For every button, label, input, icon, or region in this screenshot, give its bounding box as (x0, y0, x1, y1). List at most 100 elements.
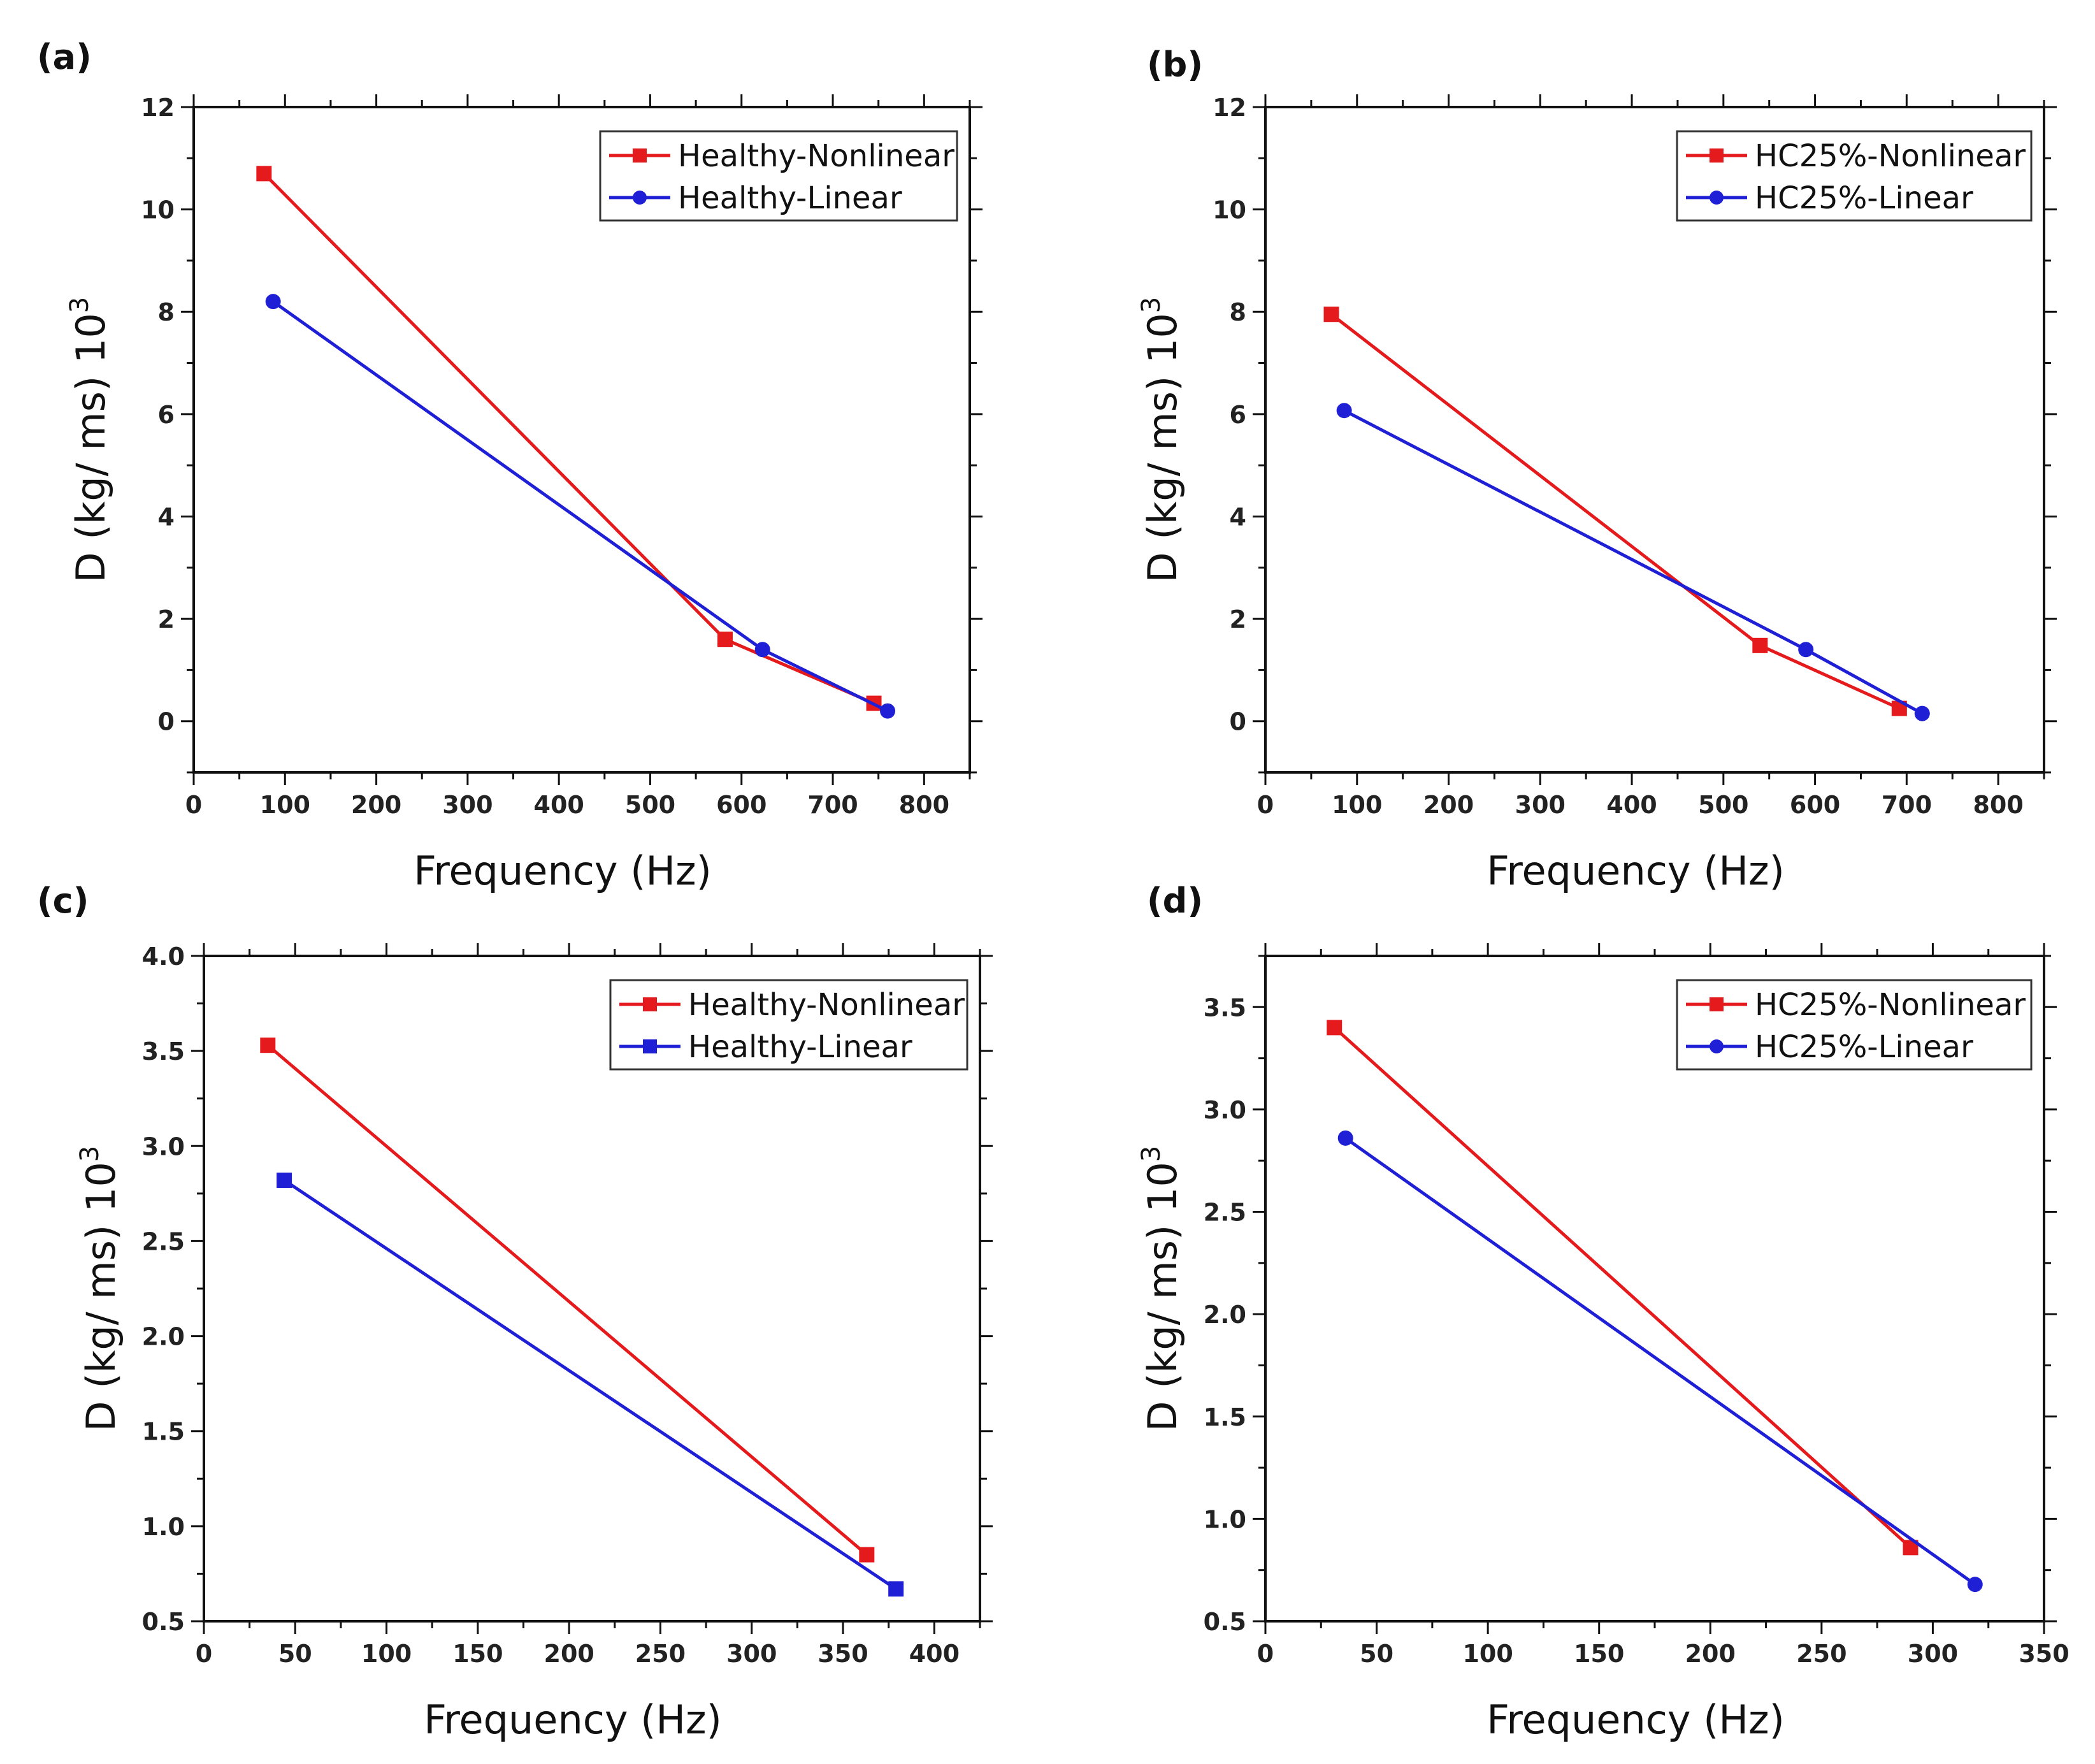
x-tick-label: 400 (1606, 791, 1657, 819)
y-tick-label: 3.5 (1204, 994, 1246, 1022)
legend: Healthy-Nonlinear Healthy-Linear (599, 130, 958, 222)
x-tick-label: 200 (1423, 791, 1474, 819)
x-tick-label: 300 (726, 1640, 777, 1668)
legend-label: Healthy-Nonlinear (688, 987, 965, 1023)
y-axis-title: D (kg/ ms) 103 (1137, 297, 1186, 582)
x-tick-label: 200 (351, 791, 401, 819)
legend-marker (633, 148, 647, 163)
data-point (265, 294, 281, 310)
x-tick-label: 200 (544, 1640, 594, 1668)
plot-frame (192, 106, 971, 774)
x-tick-label: 700 (1882, 791, 1932, 819)
x-tick-label: 100 (1332, 791, 1382, 819)
x-tick-label: 300 (442, 791, 493, 819)
y-axis-title-main: D (kg/ ms) 10 (68, 313, 114, 582)
x-tick-label: 200 (1685, 1640, 1736, 1668)
legend-marker (643, 997, 657, 1011)
x-tick-label: 150 (1574, 1640, 1624, 1668)
y-tick-label: 2 (1230, 605, 1246, 633)
series-line-nonlinear (266, 1044, 868, 1556)
y-tick-label: 1.0 (142, 1513, 185, 1541)
x-tick-label: 500 (625, 791, 675, 819)
y-tick-label: 10 (1213, 196, 1246, 224)
y-tick-label: 2 (158, 605, 175, 633)
series-line-linear (1343, 409, 1923, 715)
data-point (1327, 1020, 1343, 1036)
y-tick-label: 8 (158, 298, 175, 326)
legend-marker (1710, 148, 1724, 163)
y-tick-label: 0 (1230, 708, 1246, 736)
x-tick-label: 600 (716, 791, 767, 819)
legend-label: HC25%-Nonlinear (1755, 138, 2026, 174)
chart-panel-c: (c) 0 50 100 150 200 250 300 350 400 0.5 1.0 1.5 2.0 2… (37, 881, 993, 1743)
x-tick-label: 350 (2019, 1640, 2069, 1668)
chart-panel-a: (a) 0 100 200 300 400 500 600 700 800 0 2 4 6 8 10 12 Fre… (37, 37, 983, 894)
y-tick-label: 2.5 (1204, 1199, 1246, 1227)
x-tick-label: 150 (452, 1640, 503, 1668)
series-line-linear (1344, 1136, 1976, 1586)
x-tick-label: 300 (1515, 791, 1566, 819)
x-tick-label: 350 (817, 1640, 868, 1668)
y-tick-label: 1.0 (1204, 1505, 1246, 1533)
x-tick-label: 50 (278, 1640, 312, 1668)
y-tick-label: 4.0 (142, 943, 185, 971)
panel-label: (d) (1147, 881, 1203, 921)
y-tick-label: 3.0 (1204, 1096, 1246, 1124)
y-axis-title-superscript: 3 (65, 297, 94, 313)
data-point (277, 1172, 292, 1188)
x-tick-label: 50 (1360, 1640, 1393, 1668)
legend-marker (1710, 1039, 1724, 1053)
data-point (1336, 403, 1352, 419)
x-axis-title: Frequency (Hz) (424, 1696, 722, 1743)
y-axis-title-main: D (kg/ ms) 10 (1139, 1162, 1186, 1431)
y-tick-label: 3.0 (142, 1132, 185, 1160)
y-tick-label: 10 (141, 196, 175, 224)
legend-box (599, 130, 958, 222)
legend-box (609, 979, 968, 1071)
x-tick-label: 0 (1257, 1640, 1274, 1668)
y-tick-label: 2.0 (1204, 1301, 1246, 1329)
series-line-nonlinear (263, 172, 875, 705)
y-tick-label: 4 (158, 503, 175, 531)
data-point (717, 632, 733, 647)
series-line-nonlinear (1333, 1026, 1912, 1549)
y-tick-label: 2.0 (142, 1323, 185, 1351)
plot-frame (1264, 106, 2045, 774)
legend-box (1676, 979, 2033, 1071)
data-point (1337, 1130, 1353, 1146)
legend-label: HC25%-Nonlinear (1755, 987, 2026, 1023)
x-tick-label: 500 (1698, 791, 1748, 819)
y-tick-label: 3.5 (142, 1037, 185, 1066)
panel-label: (c) (37, 881, 89, 921)
x-tick-label: 250 (1796, 1640, 1847, 1668)
x-tick-label: 0 (1257, 791, 1274, 819)
x-tick-label: 800 (1973, 791, 2023, 819)
y-tick-label: 4 (1230, 503, 1246, 531)
series-line-nonlinear (1330, 313, 1900, 710)
x-tick-label: 100 (1462, 1640, 1513, 1668)
legend-marker (643, 1039, 657, 1053)
x-tick-label: 700 (807, 791, 858, 819)
legend: HC25%-Nonlinear HC25%-Linear (1676, 130, 2033, 222)
legend: Healthy-Nonlinear Healthy-Linear (609, 979, 968, 1071)
x-tick-label: 800 (899, 791, 949, 819)
y-tick-label: 0 (158, 708, 175, 736)
x-tick-label: 0 (185, 791, 202, 819)
legend-label: Healthy-Nonlinear (678, 138, 954, 174)
y-tick-label: 8 (1230, 298, 1246, 326)
data-point (260, 1037, 276, 1053)
legend-marker (1710, 191, 1724, 205)
y-tick-label: 1.5 (1204, 1403, 1246, 1431)
data-point (1967, 1577, 1983, 1593)
chart-panel-d: (d) 0 50 100 150 200 250 300 350 0.5 1.0 1.5 2.0 2.5 3… (1137, 881, 2070, 1743)
data-point (1323, 307, 1339, 322)
data-point (888, 1581, 904, 1597)
legend-label: HC25%-Linear (1755, 180, 1973, 216)
y-tick-label: 1.5 (142, 1418, 185, 1446)
legend-marker (1710, 997, 1724, 1011)
y-axis-title-superscript: 3 (75, 1146, 104, 1162)
x-tick-label: 100 (260, 791, 310, 819)
data-point (1798, 642, 1814, 658)
y-tick-label: 0.5 (142, 1608, 185, 1636)
x-tick-label: 300 (1908, 1640, 1958, 1668)
